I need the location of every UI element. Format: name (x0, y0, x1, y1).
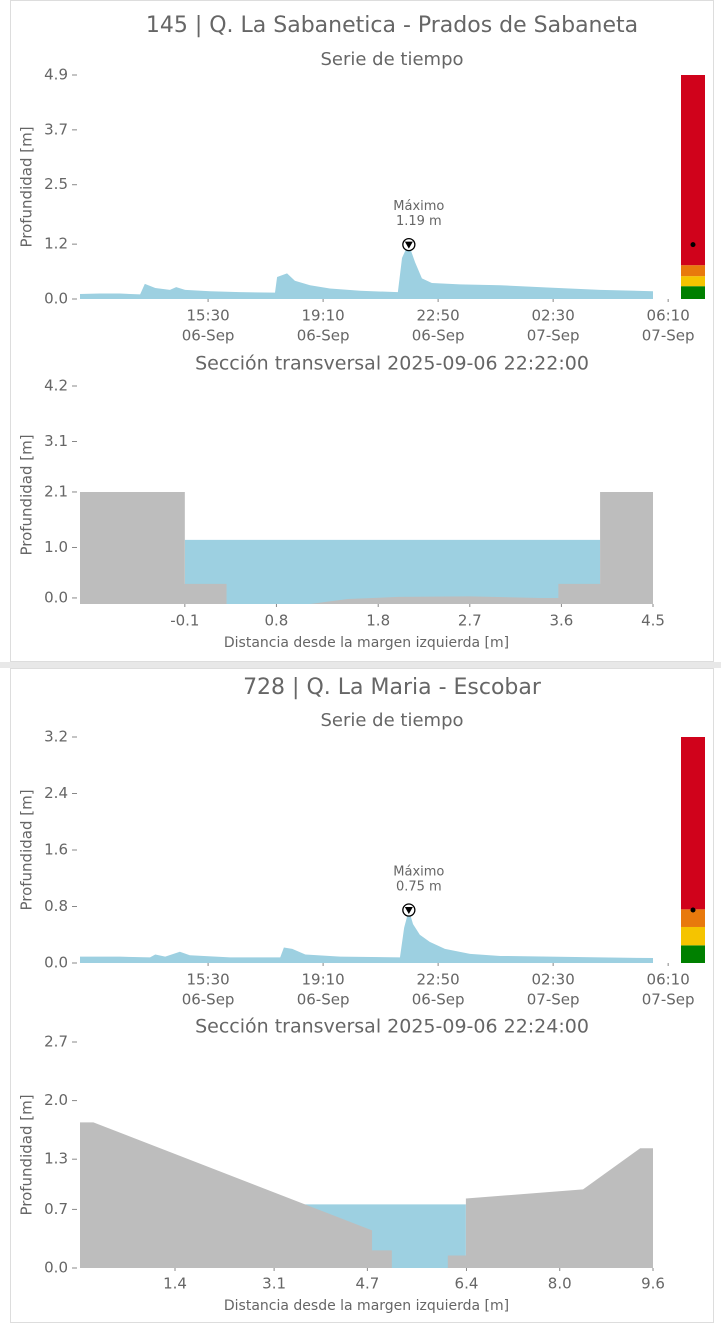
x-tick-label: 9.6 (641, 1275, 665, 1293)
x-tick-label: 06-Sep (297, 991, 350, 1009)
x-tick-label: 19:10 (301, 971, 344, 989)
x-tick-label: 02:30 (532, 307, 575, 325)
y-tick-label: 0.0 (44, 588, 68, 606)
x-tick-label: 07-Sep (527, 327, 580, 345)
x-tick-label: 3.6 (549, 612, 573, 630)
y-axis-label: Profundidad [m] (18, 1094, 36, 1215)
y-tick-label: 1.0 (44, 538, 68, 556)
x-tick-label: 06:10 (647, 307, 690, 325)
annotation: 0.75 m (396, 880, 442, 895)
x-tick-label: 4.5 (641, 612, 665, 630)
y-tick-label: 2.7 (44, 1033, 68, 1051)
alert-level (681, 265, 705, 277)
y-tick-label: 0.0 (44, 1259, 68, 1277)
x-axis-label: Distancia desde la margen izquierda [m] (224, 1298, 509, 1314)
area (80, 244, 653, 299)
area (184, 539, 601, 604)
level-indicator (690, 907, 696, 913)
area (80, 491, 653, 604)
x-tick-label: 07-Sep (642, 991, 695, 1009)
chart-title: Sección transversal 2025-09-06 22:22:00 (195, 353, 589, 375)
annotation: 1.19 m (396, 214, 442, 229)
x-tick-label: 02:30 (532, 971, 575, 989)
chart-title: Sección transversal 2025-09-06 22:24:00 (195, 1016, 589, 1038)
x-tick-label: 8.0 (548, 1275, 572, 1293)
alert-level (681, 276, 705, 287)
x-tick-label: 2.7 (458, 612, 482, 630)
area (80, 910, 653, 963)
x-tick-label: 22:50 (417, 971, 460, 989)
alert-level (681, 286, 705, 299)
x-tick-label: 07-Sep (527, 991, 580, 1009)
alert-level (681, 737, 705, 910)
y-tick-label: 1.3 (44, 1150, 68, 1168)
x-tick-label: 06-Sep (297, 327, 350, 345)
x-tick-label: 06-Sep (182, 327, 235, 345)
y-tick-label: 0.0 (44, 290, 68, 308)
x-tick-label: 06-Sep (412, 327, 465, 345)
y-tick-label: 1.2 (44, 235, 68, 253)
alert-level (681, 945, 705, 963)
y-axis-label: Profundidad [m] (18, 789, 36, 910)
x-tick-label: 06:10 (647, 971, 690, 989)
level-indicator (690, 242, 696, 248)
y-tick-label: 2.1 (44, 482, 68, 500)
area (80, 1122, 653, 1268)
x-tick-label: 22:50 (417, 307, 460, 325)
annotation: Máximo (393, 865, 444, 880)
y-axis-label: Profundidad [m] (18, 126, 36, 247)
x-tick-label: 1.8 (366, 612, 390, 630)
x-tick-label: 1.4 (163, 1275, 187, 1293)
x-tick-label: 15:30 (186, 971, 229, 989)
chart-title: 145 | Q. La Sabanetica - Prados de Saban… (146, 13, 638, 38)
x-tick-label: 15:30 (186, 307, 229, 325)
chart-title: 728 | Q. La Maria - Escobar (243, 675, 542, 700)
station-card (10, 668, 714, 1323)
chart-subtitle: Serie de tiempo (320, 49, 463, 70)
y-axis-label: Profundidad [m] (18, 434, 36, 555)
chart-subtitle: Serie de tiempo (320, 710, 463, 731)
x-tick-label: 0.8 (264, 612, 288, 630)
x-tick-label: 06-Sep (182, 991, 235, 1009)
x-tick-label: 6.4 (455, 1275, 479, 1293)
y-tick-label: 0.0 (44, 954, 68, 972)
y-tick-label: 4.2 (44, 377, 68, 395)
y-tick-label: 4.9 (44, 66, 68, 84)
y-tick-label: 2.5 (44, 175, 68, 193)
x-tick-label: 19:10 (301, 307, 344, 325)
x-tick-label: 3.1 (262, 1275, 286, 1293)
max-marker-arrow (404, 907, 413, 915)
y-tick-label: 1.6 (44, 841, 68, 859)
annotation: Máximo (393, 199, 444, 214)
y-tick-label: 0.8 (44, 897, 68, 915)
y-tick-label: 2.4 (44, 784, 68, 802)
y-tick-label: 0.7 (44, 1200, 68, 1218)
alert-level (681, 926, 705, 946)
y-tick-label: 3.2 (44, 728, 68, 746)
x-tick-label: 07-Sep (642, 327, 695, 345)
alert-level (681, 909, 705, 927)
y-tick-label: 3.1 (44, 432, 68, 450)
y-tick-label: 2.0 (44, 1091, 68, 1109)
y-tick-label: 3.7 (44, 120, 68, 138)
separator (0, 662, 721, 668)
x-tick-label: 06-Sep (412, 991, 465, 1009)
x-tick-label: -0.1 (170, 612, 199, 630)
station-card (10, 0, 714, 662)
x-tick-label: 4.7 (355, 1275, 379, 1293)
max-marker-arrow (404, 241, 413, 249)
x-axis-label: Distancia desde la margen izquierda [m] (224, 635, 509, 651)
alert-level (681, 75, 705, 266)
